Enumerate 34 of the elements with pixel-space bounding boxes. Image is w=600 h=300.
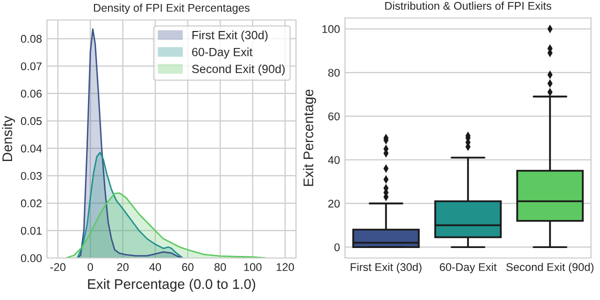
x-tick-label: 60-Day Exit [440, 262, 497, 274]
chart-title: Distribution & Outliers of FPI Exits [385, 2, 552, 10]
y-tick-label: 0.04 [20, 144, 42, 152]
y-tick-label: 80 [328, 68, 340, 77]
x-tick-label: 60 [182, 263, 194, 272]
x-tick-label: 20 [117, 263, 129, 272]
y-tick-label: 100 [322, 25, 340, 34]
chart-title: Density of FPI Exit Percentages [94, 4, 250, 14]
x-tick-label: 120 [276, 263, 294, 272]
y-tick-label: 0.00 [20, 254, 42, 262]
x-tick-label: 100 [244, 263, 262, 272]
y-tick-label: 0.01 [20, 226, 42, 235]
x-tick-label: Second Exit (90d) [506, 262, 594, 274]
x-tick-label: 0 [88, 263, 93, 272]
y-tick-label: 20 [328, 200, 340, 208]
y-axis-title: Exit Percentage [303, 90, 316, 186]
y-tick-label: 0.07 [20, 62, 42, 70]
y-axis-title: Density [2, 116, 15, 162]
y-tick-label: 0.03 [20, 172, 42, 180]
legend-label: First Exit (30d) [192, 30, 268, 42]
x-tick-label: 80 [214, 263, 226, 272]
legend-label: Second Exit (90d) [192, 64, 285, 76]
y-tick-label: 60 [328, 112, 340, 120]
y-tick-label: 40 [328, 156, 340, 164]
legend-label: 60-Day Exit [192, 48, 252, 59]
y-tick-label: 0.02 [20, 199, 42, 208]
y-tick-label: 0.05 [20, 117, 42, 126]
y-tick-label: 0.08 [20, 34, 42, 43]
x-tick-label: First Exit (30d) [350, 262, 422, 274]
x-tick-label: -20 [50, 263, 66, 272]
x-tick-label: 40 [149, 263, 162, 272]
y-tick-label: 0.06 [20, 90, 42, 98]
x-axis-title: Exit Percentage (0.0 to 1.0) [88, 278, 256, 292]
y-tick-label: 0 [334, 243, 340, 252]
